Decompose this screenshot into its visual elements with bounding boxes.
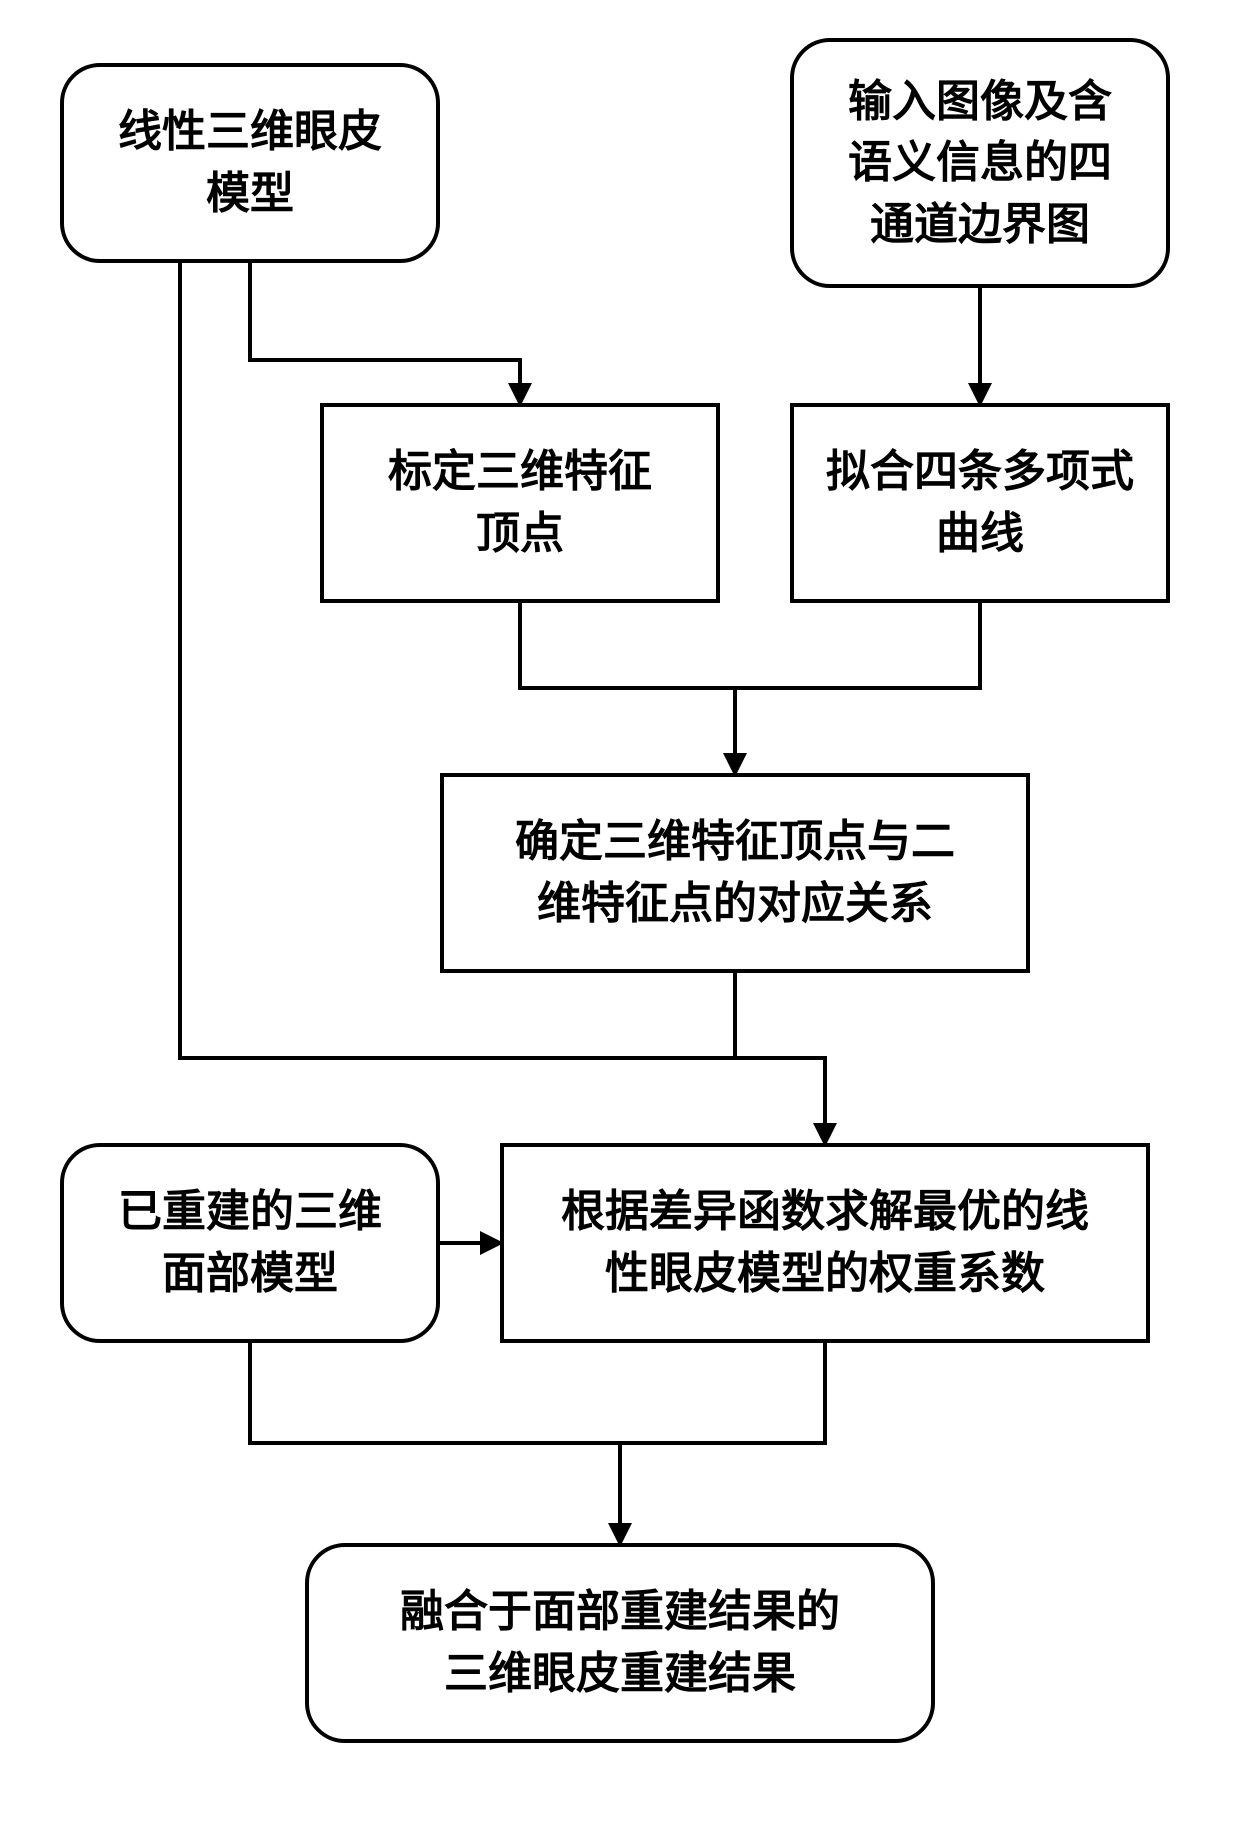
node-label: 线性三维眼皮模型: [118, 101, 382, 224]
node-label: 拟合四条多项式曲线: [826, 441, 1134, 564]
node-result: 融合于面部重建结果的三维眼皮重建结果: [305, 1543, 935, 1743]
node-label: 已重建的三维面部模型: [118, 1181, 382, 1304]
node-label: 标定三维特征顶点: [388, 441, 652, 564]
node-label: 输入图像及含语义信息的四通道边界图: [848, 71, 1112, 256]
edge: [620, 1343, 825, 1443]
node-calibrate-vertices: 标定三维特征顶点: [320, 403, 720, 603]
node-input-image: 输入图像及含语义信息的四通道边界图: [790, 38, 1170, 288]
node-label: 确定三维特征顶点与二维特征点的对应关系: [515, 811, 955, 934]
node-solve-weights: 根据差异函数求解最优的线性眼皮模型的权重系数: [500, 1143, 1150, 1343]
edge: [520, 603, 735, 773]
edge: [250, 1343, 620, 1543]
edge: [735, 973, 825, 1143]
edge: [735, 603, 980, 688]
edge: [250, 263, 520, 403]
node-eyelid-model: 线性三维眼皮模型: [60, 63, 440, 263]
node-fit-curves: 拟合四条多项式曲线: [790, 403, 1170, 603]
node-label: 融合于面部重建结果的三维眼皮重建结果: [400, 1581, 840, 1704]
node-label: 根据差异函数求解最优的线性眼皮模型的权重系数: [561, 1181, 1089, 1304]
node-face-model: 已重建的三维面部模型: [60, 1143, 440, 1343]
node-correspondence: 确定三维特征顶点与二维特征点的对应关系: [440, 773, 1030, 973]
